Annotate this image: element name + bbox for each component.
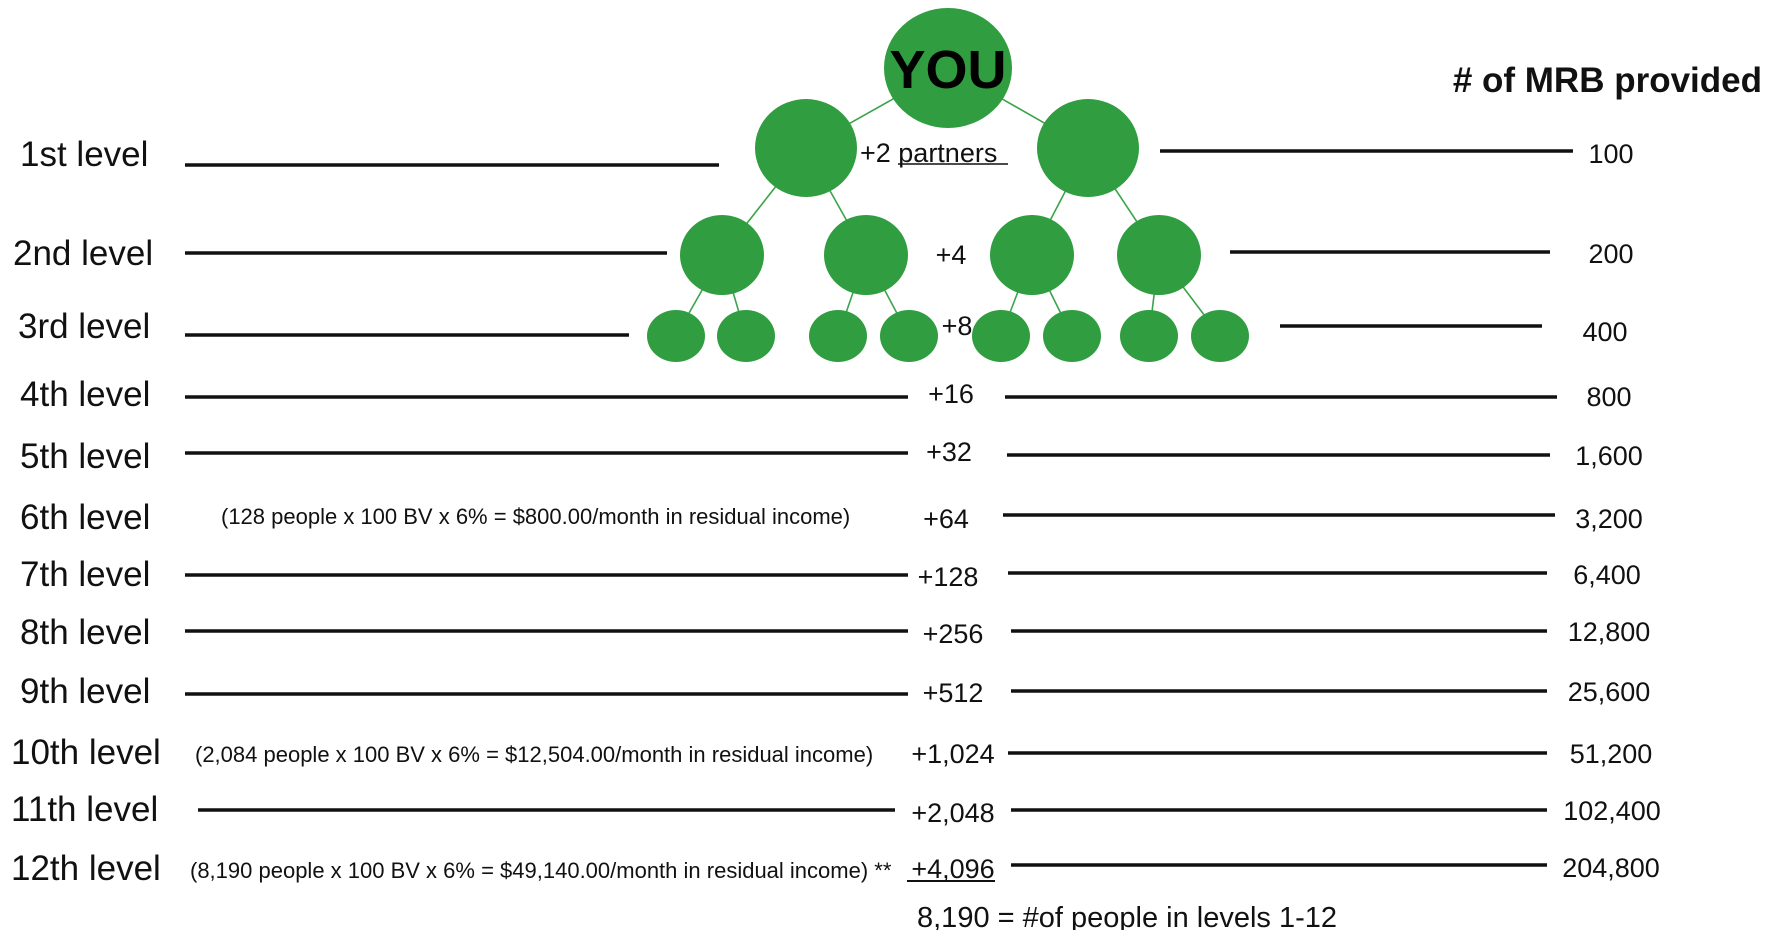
mrb-column-header: # of MRB provided	[1453, 61, 1762, 100]
mrb-value: 800	[1586, 382, 1631, 412]
level-label: 8th level	[20, 613, 150, 652]
level-label: 3rd level	[18, 307, 150, 346]
mrb-value: 6,400	[1573, 560, 1641, 590]
partner-count: +4	[936, 240, 967, 270]
tree-node	[990, 215, 1074, 295]
level-label: 12th level	[11, 849, 161, 888]
mrb-value: 400	[1582, 317, 1627, 347]
level-label: 10th level	[11, 733, 161, 772]
income-note: (128 people x 100 BV x 6% = $800.00/mont…	[221, 504, 850, 529]
level-label: 5th level	[20, 437, 150, 476]
partner-count: +128	[918, 562, 979, 592]
partner-count: +16	[928, 379, 974, 409]
tree-node	[647, 310, 705, 362]
level-label: 4th level	[20, 375, 150, 414]
mrb-value: 25,600	[1568, 677, 1651, 707]
tree-node	[1043, 310, 1101, 362]
partner-count: +512	[923, 678, 984, 708]
level-label: 9th level	[20, 672, 150, 711]
root-label: YOU	[889, 40, 1006, 100]
level-lines	[185, 149, 1573, 882]
level-labels: 1st level 2nd level 3rd level 4th level …	[11, 135, 161, 888]
income-notes: (128 people x 100 BV x 6% = $800.00/mont…	[190, 504, 892, 883]
level-label: 7th level	[20, 555, 150, 594]
total-people-summary: 8,190 = #of people in levels 1-12	[917, 902, 1337, 930]
mrb-values: 100 200 400 800 1,600 3,200 6,400 12,800…	[1562, 139, 1661, 883]
tree-node	[880, 310, 938, 362]
partner-count: +64	[923, 504, 969, 534]
tree-node	[972, 310, 1030, 362]
tree-node	[809, 310, 867, 362]
tree-node	[824, 215, 908, 295]
tree-node	[755, 99, 857, 197]
partner-count: +2 partners	[860, 138, 997, 168]
partner-count: +1,024	[911, 739, 994, 769]
mrb-value: 200	[1588, 239, 1633, 269]
mrb-value: 102,400	[1563, 796, 1661, 826]
income-note: (2,084 people x 100 BV x 6% = $12,504.00…	[195, 742, 873, 767]
partner-count: +256	[923, 619, 984, 649]
partner-count: +8	[942, 311, 973, 341]
partner-counts: +2 partners +4 +8 +16 +32 +64 +128 +256 …	[860, 138, 997, 884]
root-node	[884, 8, 1012, 128]
level-label: 6th level	[20, 498, 150, 537]
income-note: (8,190 people x 100 BV x 6% = $49,140.00…	[190, 858, 892, 883]
tree-node	[717, 310, 775, 362]
level-label: 11th level	[11, 790, 158, 829]
mrb-value: 51,200	[1570, 739, 1653, 769]
partner-count: +2,048	[911, 798, 994, 828]
partner-count: +4,096	[911, 854, 994, 884]
tree-node	[1191, 310, 1249, 362]
level-label: 1st level	[20, 135, 148, 174]
partner-count: +32	[926, 437, 972, 467]
tree-node	[680, 215, 764, 295]
mrb-value: 12,800	[1568, 617, 1651, 647]
mrb-value: 204,800	[1562, 853, 1660, 883]
tree-node	[1120, 310, 1178, 362]
tree-node	[1037, 99, 1139, 197]
mrb-value: 1,600	[1575, 441, 1643, 471]
mrb-value: 3,200	[1575, 504, 1643, 534]
tree-nodes	[647, 8, 1249, 362]
level-label: 2nd level	[13, 234, 153, 273]
tree-node	[1117, 215, 1201, 295]
mrb-value: 100	[1588, 139, 1633, 169]
